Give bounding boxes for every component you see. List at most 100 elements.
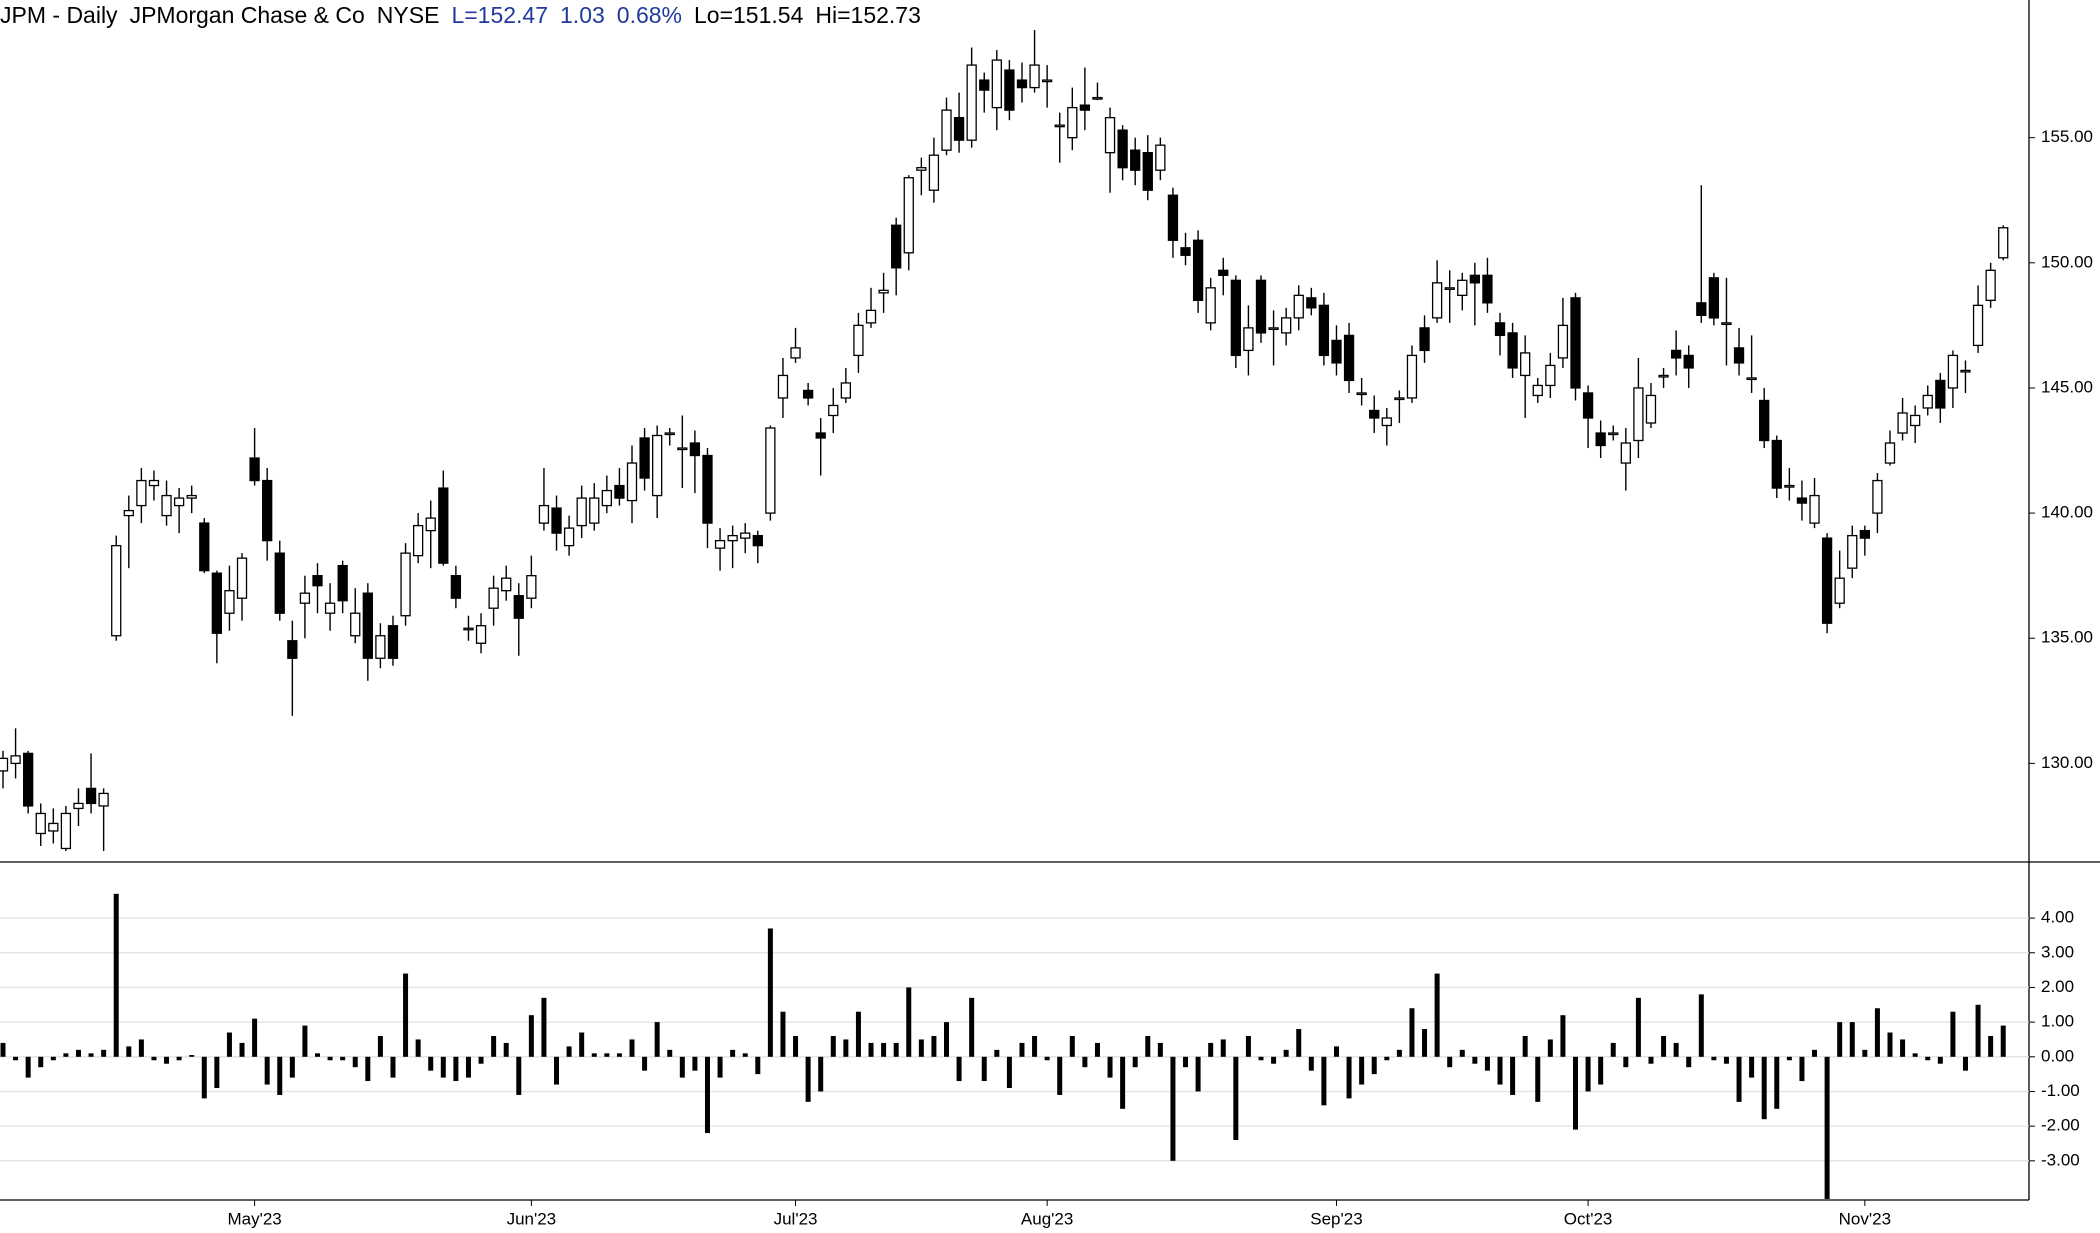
change-bar — [1183, 1056, 1189, 1068]
y-tick-label: -3.00 — [2041, 1150, 2080, 1169]
change-bar — [1057, 1056, 1063, 1095]
candle-body — [777, 374, 789, 399]
candle-body — [903, 177, 914, 254]
change-bar — [1484, 1056, 1490, 1071]
candle-body — [1079, 104, 1091, 111]
change-bar — [1032, 1035, 1038, 1057]
change-bar — [1598, 1056, 1604, 1085]
x-tick-label: Sep'23 — [1310, 1209, 1362, 1228]
candle-body — [1268, 327, 1279, 331]
candle-body — [1670, 349, 1682, 359]
candle-body — [1356, 392, 1367, 396]
candle-body — [1004, 69, 1015, 111]
candle-body — [1419, 327, 1430, 352]
candle-body — [1910, 414, 1921, 427]
change-bar — [944, 1022, 949, 1057]
change-bar — [1560, 1015, 1566, 1057]
change-bar — [138, 1039, 144, 1057]
y-tick-label: 1.00 — [2041, 1012, 2074, 1031]
candle-body — [1192, 239, 1204, 301]
candle-body — [1645, 394, 1657, 424]
candle-body — [916, 167, 927, 171]
candle-body — [1117, 129, 1128, 169]
candle-body — [840, 382, 852, 399]
change-bar — [1258, 1056, 1264, 1061]
change-bar — [830, 1035, 836, 1057]
change-bar — [1761, 1056, 1767, 1120]
change-bar — [1082, 1056, 1088, 1068]
candle-body — [1532, 384, 1543, 397]
candle-body — [538, 504, 550, 524]
candle-body — [1041, 79, 1053, 83]
candle-body — [664, 432, 675, 436]
candle-body — [815, 432, 826, 439]
change-bar — [365, 1056, 371, 1082]
candle-body — [1884, 442, 1896, 464]
y-tick-label: 4.00 — [2041, 908, 2074, 927]
candle-body — [85, 787, 97, 805]
change-bar — [855, 1011, 861, 1057]
change-bar — [1346, 1056, 1352, 1099]
change-bar — [491, 1035, 497, 1057]
candle-body — [1318, 304, 1330, 357]
candle-body — [601, 489, 612, 507]
change-bar — [126, 1046, 132, 1057]
change-bar — [1321, 1056, 1327, 1106]
y-tick-label: 135.00 — [2041, 628, 2093, 647]
change-bar — [302, 1025, 308, 1057]
candle-body — [1834, 577, 1845, 604]
candle-body — [853, 324, 864, 357]
change-bar — [1308, 1056, 1314, 1071]
change-bar — [566, 1046, 572, 1057]
y-tick-label: -1.00 — [2041, 1081, 2080, 1100]
candle-body — [878, 289, 889, 294]
change-bar — [340, 1056, 346, 1061]
candle-body — [1444, 287, 1455, 290]
candle-body — [35, 812, 46, 835]
change-bar — [1937, 1056, 1943, 1064]
change-bar — [780, 1011, 786, 1057]
change-bar — [956, 1056, 962, 1082]
candle-body — [1369, 409, 1380, 419]
candle-body — [1130, 149, 1141, 171]
x-tick-label: Aug'23 — [1021, 1209, 1073, 1228]
change-bar — [2000, 1025, 2006, 1057]
y-tick-label: -2.00 — [2041, 1116, 2080, 1135]
change-bar — [1434, 973, 1440, 1057]
y-tick-label: 130.00 — [2041, 753, 2093, 772]
change-bar — [1673, 1042, 1679, 1057]
change-bar — [1459, 1049, 1465, 1057]
change-bar — [893, 1042, 899, 1057]
candle-body — [274, 552, 285, 614]
change-bar — [629, 1039, 635, 1057]
candle-body — [224, 590, 235, 614]
candle-body — [186, 494, 197, 499]
change-bar — [1522, 1035, 1528, 1057]
candle-body — [1658, 374, 1669, 378]
change-bar — [1145, 1035, 1151, 1057]
change-bar — [742, 1053, 748, 1057]
candle-body — [1545, 364, 1556, 387]
candle-body — [1859, 529, 1870, 539]
change-bar — [1359, 1056, 1365, 1085]
candle-body — [450, 575, 462, 599]
change-bar — [1874, 1008, 1880, 1057]
candle-body — [765, 427, 776, 514]
change-bar — [591, 1053, 597, 1057]
candle-body — [0, 757, 9, 772]
change-bar — [868, 1042, 874, 1057]
change-bar — [1283, 1049, 1289, 1057]
candle-body — [123, 509, 134, 517]
change-bar — [692, 1056, 698, 1071]
candle-body — [1620, 442, 1631, 464]
change-bar — [717, 1056, 723, 1078]
change-bar — [101, 1049, 107, 1057]
candle-body — [652, 434, 663, 497]
change-bar — [793, 1035, 799, 1057]
change-bar — [1170, 1056, 1176, 1161]
x-tick-label: Nov'23 — [1839, 1209, 1891, 1228]
candle-body — [953, 116, 965, 141]
change-bar — [1422, 1029, 1428, 1057]
exchange: NYSE — [376, 2, 440, 28]
candle-body — [1972, 304, 1984, 347]
